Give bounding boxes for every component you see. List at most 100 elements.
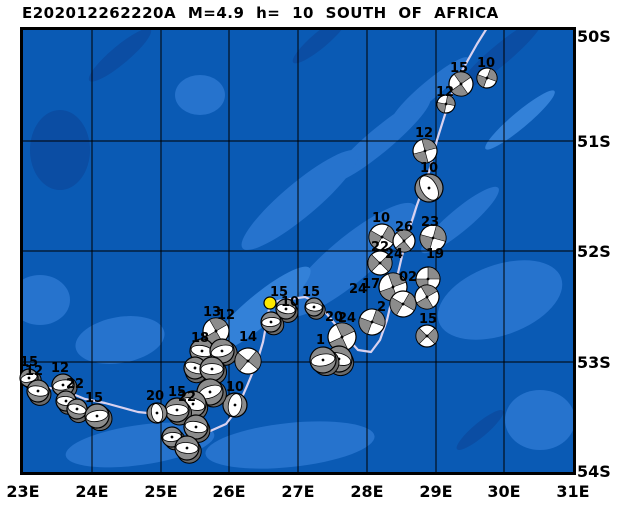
y-axis-tick-label: 52S [577, 242, 611, 261]
day-label: 10 [420, 161, 438, 176]
day-label: 12 [217, 308, 235, 323]
bathymetry-patch [175, 75, 225, 115]
y-axis-tick-label: 50S [577, 27, 611, 46]
focal-mechanism [234, 347, 262, 375]
day-label: 22 [371, 240, 389, 255]
highlighted-epicenter [263, 296, 277, 310]
day-label: 1 [316, 333, 325, 348]
day-label: 13 [203, 305, 221, 320]
bathymetry-layer [23, 30, 573, 469]
day-label: 12 [25, 364, 43, 379]
day-label: 18 [191, 331, 209, 346]
x-axis-tick-label: 28E [350, 482, 383, 501]
day-label: 10 [226, 380, 244, 395]
focal-mechanism [84, 403, 113, 432]
y-axis-tick-label: 51S [577, 132, 611, 151]
focal-mechanism [476, 67, 498, 89]
focal-mechanism-layer [19, 67, 498, 464]
x-axis-tick-label: 31E [556, 482, 589, 501]
focal-mechanism [436, 94, 456, 114]
day-label: 19 [426, 247, 444, 262]
focal-mechanism [304, 297, 326, 320]
focal-mechanism [174, 435, 202, 464]
plot-title: E202012262220A M=4.9 h= 10 SOUTH OF AFRI… [22, 4, 499, 22]
bathymetry-patch [209, 266, 311, 354]
map-frame [20, 27, 576, 475]
focal-mechanism [146, 402, 168, 424]
graticule [23, 30, 573, 472]
focal-mechanism [389, 290, 417, 318]
focal-mechanism [66, 398, 90, 424]
focal-mechanism [367, 250, 393, 276]
x-axis-tick-label: 24E [75, 482, 108, 501]
focal-mechanism [309, 346, 340, 377]
x-axis-tick-label: 23E [6, 482, 39, 501]
day-label: 14 [239, 330, 257, 345]
bathymetry-patch [485, 90, 555, 150]
day-label: 20 [146, 389, 164, 404]
focal-mechanism [419, 224, 447, 252]
focal-mechanism [392, 229, 416, 253]
day-label: 26 [395, 220, 413, 235]
focal-mechanism [358, 308, 386, 336]
day-label: 15 [450, 61, 468, 76]
day-label: 12 [436, 85, 454, 100]
x-axis-tick-label: 29E [419, 482, 452, 501]
focal-mechanism [26, 379, 52, 406]
day-label: 22 [66, 377, 84, 392]
day-label: 20 [325, 310, 343, 325]
day-label: 22 [178, 390, 196, 405]
bathymetry-patch [88, 30, 152, 82]
focal-mechanism [222, 392, 248, 418]
focal-mechanism [199, 356, 227, 385]
day-label: 12 [415, 126, 433, 141]
day-label: 02 [399, 270, 417, 285]
focal-mechanism [414, 284, 440, 310]
axis-labels: 23E 24E 25E 26E 27E 28E 29E 30E 31E 50S 51S 52S 53S 5… [6, 27, 610, 501]
x-axis-tick-label: 27E [281, 482, 314, 501]
day-label: 10 [372, 211, 390, 226]
focal-mechanism [415, 266, 441, 292]
focal-mechanism [275, 298, 299, 323]
day-label: 15 [168, 385, 186, 400]
focal-mechanism [327, 322, 357, 352]
day-label: 12 [51, 361, 69, 376]
focal-mechanism [415, 324, 439, 348]
y-axis-tick-label: 54S [577, 462, 611, 481]
day-label: 15 [419, 312, 437, 327]
day-label: 2 [377, 300, 386, 315]
bathymetry-patch [505, 390, 573, 450]
bathymetry-patch [205, 421, 375, 469]
focal-mechanism [260, 311, 285, 336]
day-label: 24 [349, 282, 367, 297]
focal-mechanism [183, 414, 211, 443]
day-label: 15 [302, 285, 320, 300]
x-axis-tick-label: 25E [144, 482, 177, 501]
bathymetry-patch [437, 260, 563, 340]
focal-mechanism [368, 223, 396, 251]
day-label: 24 [385, 247, 403, 262]
x-axis-tick-label: 30E [487, 482, 520, 501]
bathymetry-patch [292, 30, 348, 64]
day-label: 15 [85, 391, 103, 406]
bathymetry-patch [241, 150, 359, 250]
day-label: 15 [270, 285, 288, 300]
focal-mechanism [414, 173, 444, 203]
bathymetry-patch [30, 110, 90, 190]
day-label: 10 [477, 56, 495, 71]
bathymetry-patch [23, 275, 70, 325]
day-label: 17 [362, 277, 380, 292]
focal-mechanism [448, 71, 474, 97]
day-label: 15 [20, 355, 38, 370]
bathymetry-patch [75, 316, 165, 364]
day-label: 10 [281, 295, 299, 310]
day-label: 24 [338, 311, 356, 326]
day-label: 23 [421, 215, 439, 230]
y-axis-tick-label: 53S [577, 353, 611, 372]
bathymetry-patch [456, 409, 504, 451]
x-axis-tick-label: 26E [212, 482, 245, 501]
focal-mechanism [412, 138, 438, 164]
